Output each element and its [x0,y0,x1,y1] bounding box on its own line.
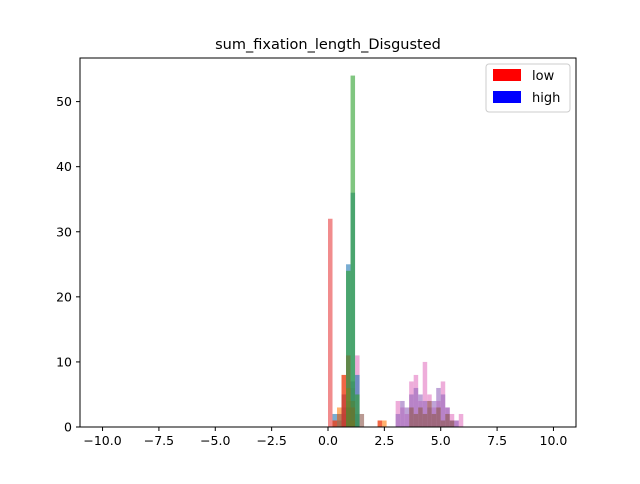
x-tick-label: 5.0 [431,433,451,448]
legend-swatch-high [493,91,521,103]
histogram-bar [400,400,405,427]
y-tick-label: 10 [56,354,72,369]
x-tick-label: −10.0 [83,433,121,448]
legend-label-high: high [532,91,560,106]
histogram-bar [332,420,338,427]
histogram-bar [413,387,419,427]
y-tick-label: 40 [56,159,72,174]
histogram-bar [413,413,419,427]
y-axis-ticks: 0 10 20 30 40 50 [56,94,80,435]
histogram-bar [427,400,432,427]
legend: low high [485,63,571,113]
x-tick-label: 2.5 [374,433,394,448]
histogram-bar [359,413,365,427]
histogram-bar [341,374,347,427]
y-tick-label: 30 [56,224,72,239]
histogram-bar [409,407,414,427]
histogram-bar [422,361,428,427]
y-tick-label: 50 [56,94,72,109]
histogram-bar [350,75,356,428]
legend-swatch-low [493,69,521,81]
histogram-bar [431,413,437,427]
histogram-bar [355,394,360,427]
histogram-bar [377,420,383,427]
histogram-bar [404,407,410,427]
bars-layer [328,75,464,428]
histogram-bar [440,394,446,427]
histogram-bar [382,420,387,427]
chart-title: sum_fixation_length_Disgusted [215,37,441,53]
y-tick-label: 0 [64,420,72,435]
x-tick-label: −5.0 [200,433,230,448]
x-tick-label: 10.0 [540,433,568,448]
x-tick-label: 7.5 [487,433,507,448]
x-tick-label: −2.5 [256,433,286,448]
histogram-bar [346,270,351,427]
histogram-bar [458,413,464,427]
y-tick-label: 20 [56,289,72,304]
histogram-bar [418,407,423,427]
histogram-bar [422,413,428,427]
histogram-bar [440,420,446,427]
histogram-bar [454,420,459,427]
x-axis-ticks: −10.0 −7.5 −5.0 −2.5 0.0 2.5 5.0 7.5 10.0 [83,427,567,448]
x-tick-label: −7.5 [144,433,174,448]
histogram-bar [395,413,401,427]
histogram-bar [328,218,333,427]
histogram-bar [436,407,441,427]
histogram-bar [337,413,342,427]
x-tick-label: 0.0 [318,433,338,448]
legend-label-low: low [532,69,555,84]
histogram-bar [445,413,450,427]
histogram-bar [449,420,455,427]
